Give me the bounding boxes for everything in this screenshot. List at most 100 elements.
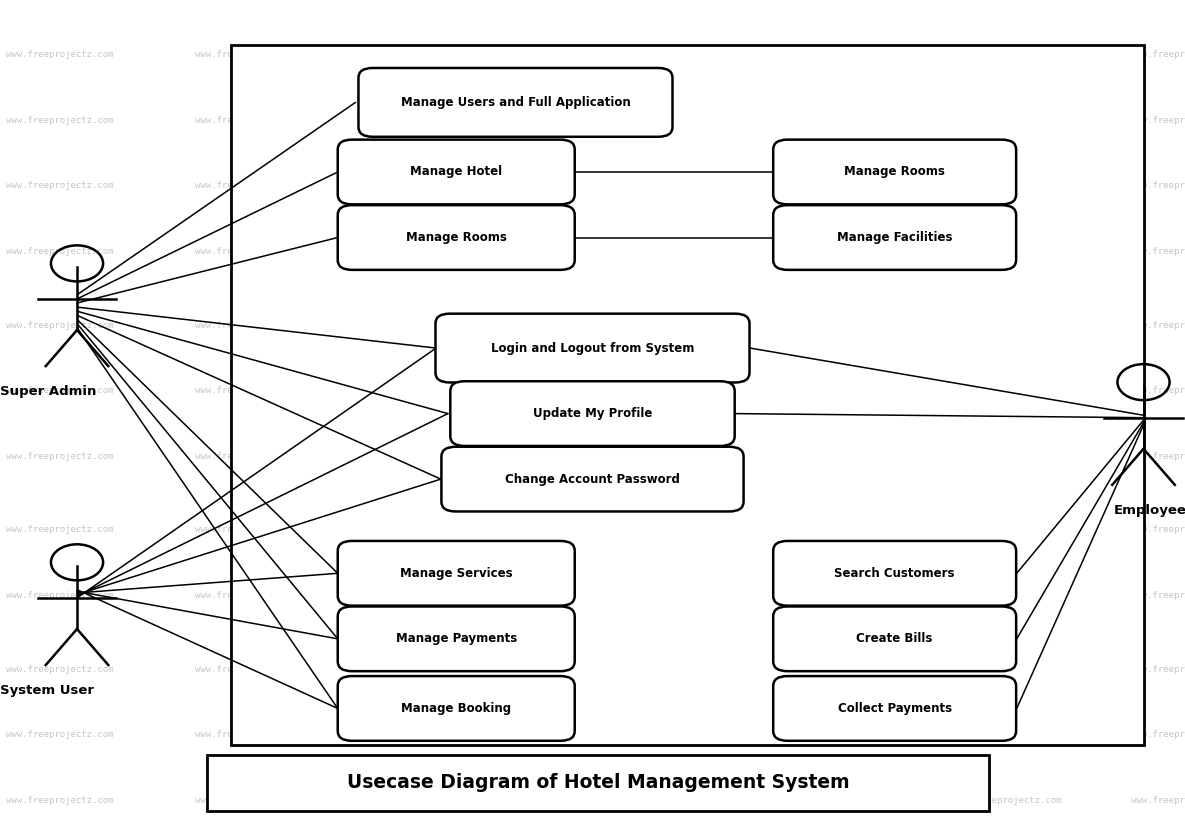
Text: www.freeprojectz.com: www.freeprojectz.com xyxy=(764,50,871,59)
Text: www.freeprojectz.com: www.freeprojectz.com xyxy=(954,730,1061,739)
Text: www.freeprojectz.com: www.freeprojectz.com xyxy=(196,181,302,190)
Text: www.freeprojectz.com: www.freeprojectz.com xyxy=(764,320,871,329)
Text: www.freeprojectz.com: www.freeprojectz.com xyxy=(6,320,113,329)
FancyBboxPatch shape xyxy=(442,447,744,511)
Text: www.freeprojectz.com: www.freeprojectz.com xyxy=(385,795,492,804)
Text: Manage Services: Manage Services xyxy=(399,567,513,580)
Text: www.freeprojectz.com: www.freeprojectz.com xyxy=(196,664,302,673)
Text: www.freeprojectz.com: www.freeprojectz.com xyxy=(764,451,871,460)
Text: www.freeprojectz.com: www.freeprojectz.com xyxy=(385,115,492,124)
Text: www.freeprojectz.com: www.freeprojectz.com xyxy=(196,795,302,804)
FancyBboxPatch shape xyxy=(436,314,750,382)
Text: www.freeprojectz.com: www.freeprojectz.com xyxy=(575,320,681,329)
Text: www.freeprojectz.com: www.freeprojectz.com xyxy=(6,50,113,59)
Text: www.freeprojectz.com: www.freeprojectz.com xyxy=(1132,590,1185,600)
Text: www.freeprojectz.com: www.freeprojectz.com xyxy=(954,795,1061,804)
Text: www.freeprojectz.com: www.freeprojectz.com xyxy=(6,247,113,256)
Text: www.freeprojectz.com: www.freeprojectz.com xyxy=(1132,386,1185,395)
Text: www.freeprojectz.com: www.freeprojectz.com xyxy=(385,590,492,600)
Text: www.freeprojectz.com: www.freeprojectz.com xyxy=(954,386,1061,395)
Text: www.freeprojectz.com: www.freeprojectz.com xyxy=(6,590,113,600)
FancyBboxPatch shape xyxy=(773,139,1016,204)
Text: www.freeprojectz.com: www.freeprojectz.com xyxy=(954,50,1061,59)
Text: Manage Facilities: Manage Facilities xyxy=(837,231,953,244)
FancyBboxPatch shape xyxy=(338,139,575,204)
Text: www.freeprojectz.com: www.freeprojectz.com xyxy=(385,730,492,739)
Text: www.freeprojectz.com: www.freeprojectz.com xyxy=(196,386,302,395)
Text: www.freeprojectz.com: www.freeprojectz.com xyxy=(6,386,113,395)
Text: www.freeprojectz.com: www.freeprojectz.com xyxy=(764,795,871,804)
Text: www.freeprojectz.com: www.freeprojectz.com xyxy=(1132,247,1185,256)
Text: Collect Payments: Collect Payments xyxy=(838,702,952,715)
Text: www.freeprojectz.com: www.freeprojectz.com xyxy=(1132,730,1185,739)
Text: www.freeprojectz.com: www.freeprojectz.com xyxy=(196,115,302,124)
Text: www.freeprojectz.com: www.freeprojectz.com xyxy=(954,590,1061,600)
FancyBboxPatch shape xyxy=(450,382,735,446)
Text: www.freeprojectz.com: www.freeprojectz.com xyxy=(196,247,302,256)
Text: www.freeprojectz.com: www.freeprojectz.com xyxy=(1132,115,1185,124)
Text: Manage Rooms: Manage Rooms xyxy=(405,231,507,244)
Text: www.freeprojectz.com: www.freeprojectz.com xyxy=(575,590,681,600)
Text: www.freeprojectz.com: www.freeprojectz.com xyxy=(954,664,1061,673)
Text: www.freeprojectz.com: www.freeprojectz.com xyxy=(764,181,871,190)
Text: www.freeprojectz.com: www.freeprojectz.com xyxy=(1132,795,1185,804)
Text: www.freeprojectz.com: www.freeprojectz.com xyxy=(1132,181,1185,190)
Text: www.freeprojectz.com: www.freeprojectz.com xyxy=(575,115,681,124)
Text: www.freeprojectz.com: www.freeprojectz.com xyxy=(385,320,492,329)
Text: www.freeprojectz.com: www.freeprojectz.com xyxy=(764,386,871,395)
Text: www.freeprojectz.com: www.freeprojectz.com xyxy=(575,451,681,460)
Text: www.freeprojectz.com: www.freeprojectz.com xyxy=(6,181,113,190)
Text: www.freeprojectz.com: www.freeprojectz.com xyxy=(1132,664,1185,673)
Text: www.freeprojectz.com: www.freeprojectz.com xyxy=(764,525,871,534)
Text: Employee: Employee xyxy=(1114,504,1185,517)
Text: www.freeprojectz.com: www.freeprojectz.com xyxy=(385,451,492,460)
Text: www.freeprojectz.com: www.freeprojectz.com xyxy=(6,795,113,804)
Text: www.freeprojectz.com: www.freeprojectz.com xyxy=(6,525,113,534)
FancyBboxPatch shape xyxy=(338,206,575,270)
Text: www.freeprojectz.com: www.freeprojectz.com xyxy=(1132,451,1185,460)
Text: www.freeprojectz.com: www.freeprojectz.com xyxy=(196,451,302,460)
Text: www.freeprojectz.com: www.freeprojectz.com xyxy=(764,115,871,124)
FancyBboxPatch shape xyxy=(338,541,575,606)
Text: www.freeprojectz.com: www.freeprojectz.com xyxy=(764,590,871,600)
Text: www.freeprojectz.com: www.freeprojectz.com xyxy=(575,664,681,673)
Text: www.freeprojectz.com: www.freeprojectz.com xyxy=(954,451,1061,460)
FancyBboxPatch shape xyxy=(207,755,989,811)
Text: www.freeprojectz.com: www.freeprojectz.com xyxy=(575,525,681,534)
Text: www.freeprojectz.com: www.freeprojectz.com xyxy=(764,664,871,673)
FancyBboxPatch shape xyxy=(773,606,1016,672)
Text: www.freeprojectz.com: www.freeprojectz.com xyxy=(385,386,492,395)
FancyBboxPatch shape xyxy=(773,541,1016,606)
Text: www.freeprojectz.com: www.freeprojectz.com xyxy=(6,664,113,673)
FancyBboxPatch shape xyxy=(773,676,1016,740)
Text: www.freeprojectz.com: www.freeprojectz.com xyxy=(954,525,1061,534)
Text: www.freeprojectz.com: www.freeprojectz.com xyxy=(196,525,302,534)
Text: www.freeprojectz.com: www.freeprojectz.com xyxy=(1132,50,1185,59)
Text: Manage Booking: Manage Booking xyxy=(402,702,511,715)
Text: www.freeprojectz.com: www.freeprojectz.com xyxy=(575,730,681,739)
Text: www.freeprojectz.com: www.freeprojectz.com xyxy=(196,730,302,739)
Text: www.freeprojectz.com: www.freeprojectz.com xyxy=(575,247,681,256)
Text: www.freeprojectz.com: www.freeprojectz.com xyxy=(6,451,113,460)
Text: Create Bills: Create Bills xyxy=(857,632,933,645)
Text: www.freeprojectz.com: www.freeprojectz.com xyxy=(385,50,492,59)
Text: Usecase Diagram of Hotel Management System: Usecase Diagram of Hotel Management Syst… xyxy=(347,773,850,793)
Text: www.freeprojectz.com: www.freeprojectz.com xyxy=(954,115,1061,124)
Text: www.freeprojectz.com: www.freeprojectz.com xyxy=(575,181,681,190)
Text: Manage Payments: Manage Payments xyxy=(396,632,517,645)
FancyBboxPatch shape xyxy=(773,206,1016,270)
Text: Manage Rooms: Manage Rooms xyxy=(844,165,946,179)
Text: www.freeprojectz.com: www.freeprojectz.com xyxy=(954,247,1061,256)
Text: Search Customers: Search Customers xyxy=(834,567,955,580)
Text: www.freeprojectz.com: www.freeprojectz.com xyxy=(954,181,1061,190)
Text: www.freeprojectz.com: www.freeprojectz.com xyxy=(385,525,492,534)
Text: www.freeprojectz.com: www.freeprojectz.com xyxy=(1132,320,1185,329)
Text: Manage Hotel: Manage Hotel xyxy=(410,165,502,179)
Text: Update My Profile: Update My Profile xyxy=(533,407,652,420)
FancyBboxPatch shape xyxy=(231,45,1144,745)
Text: Manage Users and Full Application: Manage Users and Full Application xyxy=(401,96,630,109)
FancyBboxPatch shape xyxy=(338,676,575,740)
Text: www.freeprojectz.com: www.freeprojectz.com xyxy=(385,181,492,190)
Text: System User: System User xyxy=(0,684,94,697)
Text: www.freeprojectz.com: www.freeprojectz.com xyxy=(1132,525,1185,534)
